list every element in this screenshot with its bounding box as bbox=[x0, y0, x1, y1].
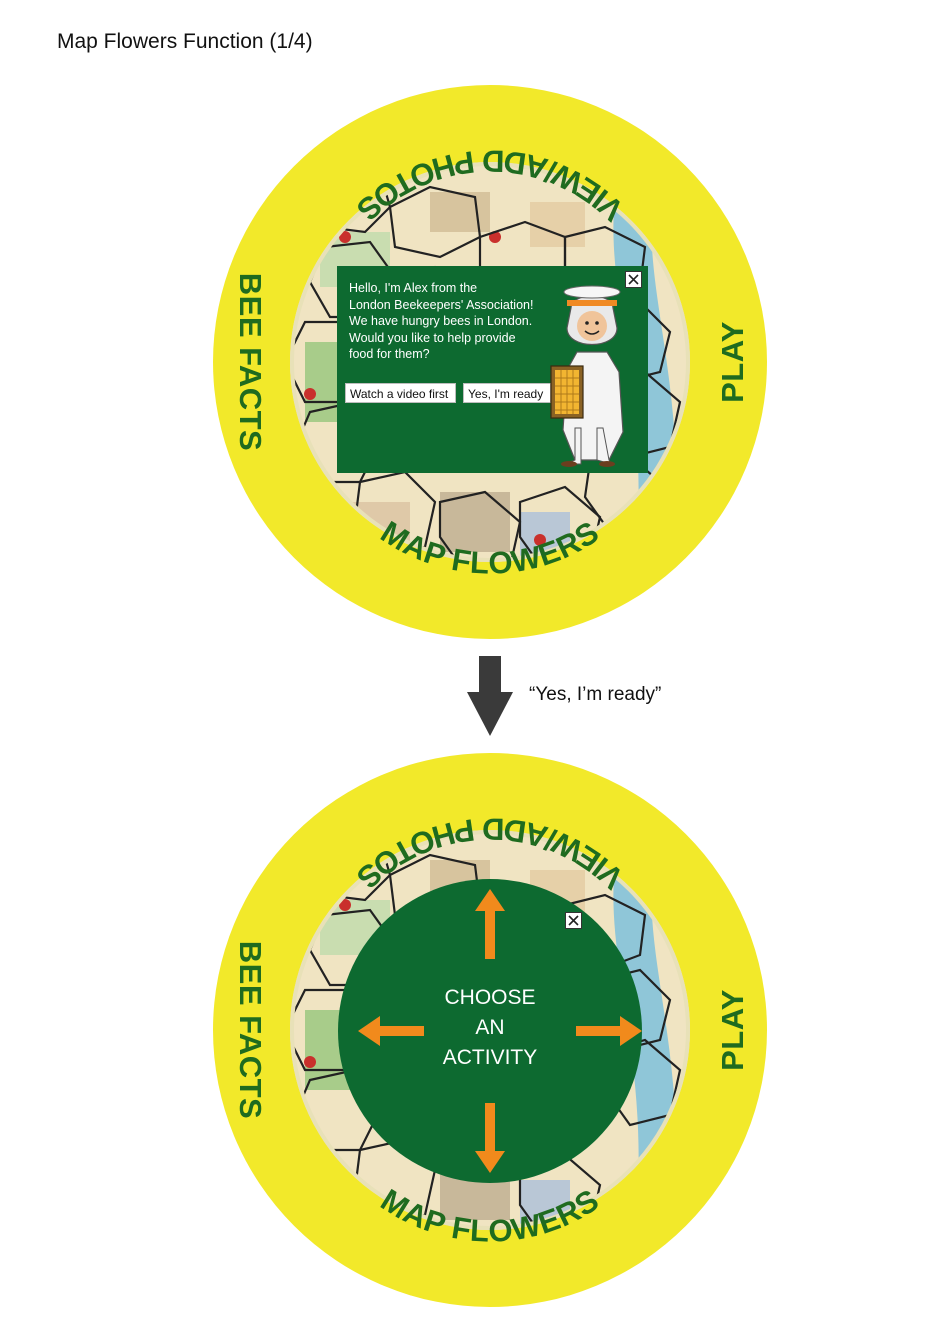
dialog-line: We have hungry bees in London. bbox=[349, 314, 533, 328]
activity-line: ACTIVITY bbox=[442, 1046, 538, 1069]
ring-label-bee-facts[interactable]: BEE FACTS bbox=[233, 273, 268, 451]
close-icon bbox=[568, 915, 579, 926]
dialog-message: Hello, I'm Alex from the London Beekeepe… bbox=[349, 280, 554, 363]
dialog-line: food for them? bbox=[349, 347, 430, 361]
activity-line: AN bbox=[475, 1016, 505, 1039]
ring-label-play[interactable]: PLAY bbox=[715, 321, 750, 403]
choose-activity-text: CHOOSE AN ACTIVITY bbox=[338, 983, 642, 1073]
beekeeper-illustration bbox=[550, 285, 624, 467]
arrow-up-icon[interactable] bbox=[475, 889, 505, 959]
close-dialog-button[interactable] bbox=[625, 271, 642, 288]
close-icon bbox=[628, 274, 639, 285]
choose-activity-panel: CHOOSE AN ACTIVITY bbox=[338, 879, 642, 1183]
down-arrow-icon bbox=[467, 656, 513, 736]
ring-label-play[interactable]: PLAY bbox=[715, 989, 750, 1071]
arrow-right-icon[interactable] bbox=[576, 1016, 642, 1046]
close-activity-button[interactable] bbox=[565, 912, 582, 929]
dialog-line: Would you like to help provide bbox=[349, 330, 516, 345]
dialog-line: London Beekeepers' Association! bbox=[349, 297, 534, 312]
arrow-down-icon[interactable] bbox=[475, 1103, 505, 1173]
welcome-dialog: Hello, I'm Alex from the London Beekeepe… bbox=[337, 266, 648, 473]
yes-ready-button[interactable]: Yes, I'm ready bbox=[463, 383, 551, 403]
watch-video-button[interactable]: Watch a video first bbox=[345, 383, 456, 403]
activity-line: CHOOSE bbox=[444, 986, 536, 1009]
dialog-line: Hello, I'm Alex from the bbox=[349, 281, 478, 295]
ring-label-bee-facts[interactable]: BEE FACTS bbox=[233, 941, 268, 1119]
page-title: Map Flowers Function (1/4) bbox=[57, 30, 313, 53]
transition-caption: “Yes, I’m ready” bbox=[529, 684, 662, 705]
arrow-left-icon[interactable] bbox=[358, 1016, 424, 1046]
